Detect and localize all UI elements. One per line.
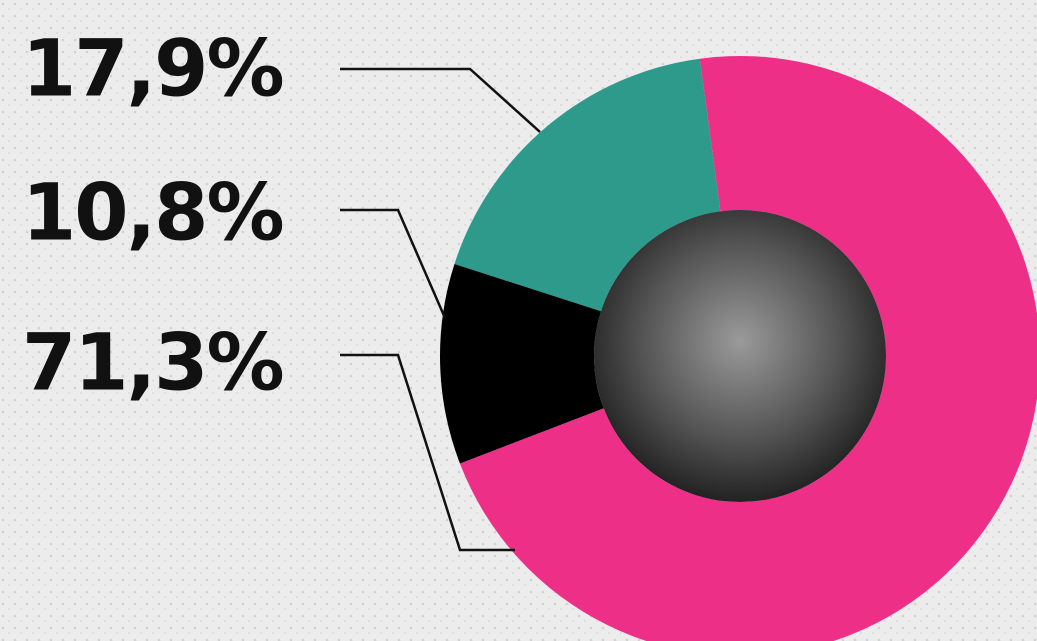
chart: 17,9% 10,8% 71,3% [0,0,1037,641]
portrait-photo [594,210,886,502]
value-label: 71,3% [22,318,283,408]
value-label: 10,8% [22,168,283,258]
value-label: 17,9% [22,24,283,114]
